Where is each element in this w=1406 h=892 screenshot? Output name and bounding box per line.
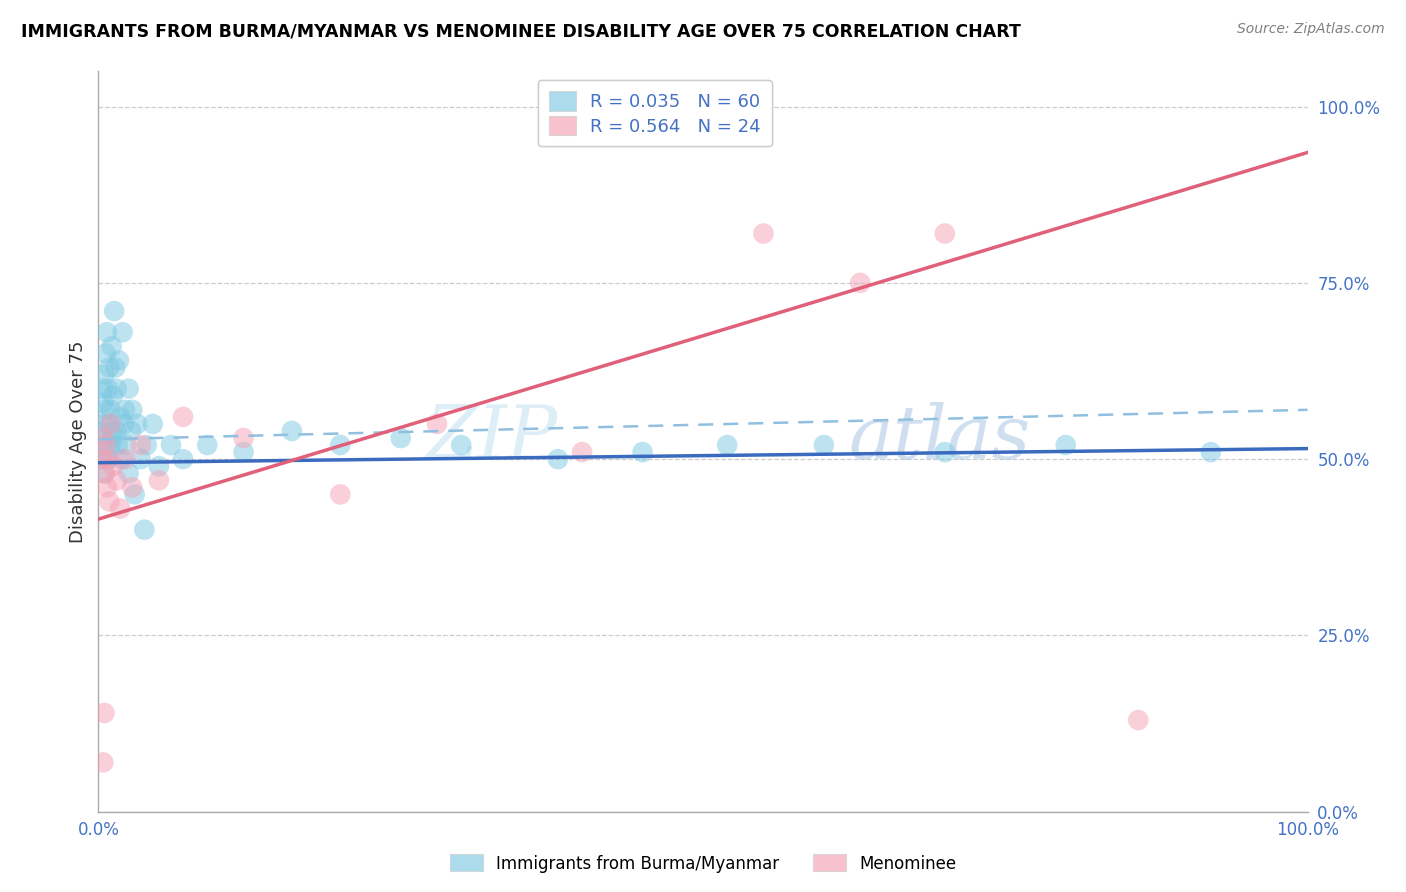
Point: [124, 487, 146, 501]
Point: [93, 467, 115, 481]
Point: [93, 368, 115, 382]
Point: [281, 424, 304, 438]
Legend: Immigrants from Burma/Myanmar, Menominee: Immigrants from Burma/Myanmar, Menominee: [443, 847, 963, 880]
Y-axis label: Disability Age Over 75: Disability Age Over 75: [69, 340, 87, 543]
Point: [1199, 445, 1222, 459]
Point: [142, 417, 165, 431]
Point: [100, 402, 122, 417]
Text: IMMIGRANTS FROM BURMA/MYANMAR VS MENOMINEE DISABILITY AGE OVER 75 CORRELATION CH: IMMIGRANTS FROM BURMA/MYANMAR VS MENOMIN…: [21, 22, 1021, 40]
Point: [101, 431, 124, 445]
Point: [127, 417, 149, 431]
Point: [98, 417, 121, 431]
Point: [148, 459, 170, 474]
Text: Source: ZipAtlas.com: Source: ZipAtlas.com: [1237, 22, 1385, 37]
Point: [752, 227, 775, 241]
Point: [98, 494, 121, 508]
Point: [97, 452, 120, 467]
Point: [135, 438, 157, 452]
Point: [97, 452, 120, 467]
Point: [114, 452, 136, 467]
Point: [129, 438, 152, 452]
Point: [329, 487, 352, 501]
Text: ZIP: ZIP: [426, 401, 558, 474]
Point: [101, 389, 124, 403]
Point: [96, 325, 118, 339]
Point: [148, 473, 170, 487]
Point: [118, 382, 141, 396]
Point: [172, 452, 194, 467]
Point: [93, 706, 115, 720]
Point: [100, 424, 122, 438]
Point: [118, 467, 141, 481]
Point: [91, 452, 114, 467]
Point: [93, 467, 115, 481]
Point: [849, 276, 872, 290]
Point: [631, 445, 654, 459]
Point: [105, 473, 128, 487]
Point: [98, 360, 121, 375]
Point: [195, 438, 218, 452]
Point: [232, 431, 254, 445]
Point: [389, 431, 412, 445]
Point: [108, 409, 131, 424]
Point: [91, 382, 114, 396]
Point: [96, 480, 118, 494]
Point: [934, 445, 956, 459]
Point: [100, 438, 122, 452]
Point: [114, 402, 136, 417]
Point: [450, 438, 472, 452]
Point: [91, 756, 114, 770]
Point: [108, 501, 131, 516]
Point: [108, 353, 131, 368]
Point: [93, 417, 115, 431]
Point: [97, 382, 120, 396]
Point: [160, 438, 183, 452]
Point: [547, 452, 569, 467]
Point: [105, 424, 128, 438]
Point: [129, 452, 152, 467]
Point: [571, 445, 593, 459]
Point: [232, 445, 254, 459]
Point: [121, 402, 143, 417]
Legend: R = 0.035   N = 60, R = 0.564   N = 24: R = 0.035 N = 60, R = 0.564 N = 24: [537, 80, 772, 146]
Point: [100, 339, 122, 353]
Point: [104, 360, 127, 375]
Point: [100, 417, 122, 431]
Point: [91, 431, 114, 445]
Point: [91, 452, 114, 467]
Point: [101, 459, 124, 474]
Point: [94, 402, 117, 417]
Point: [1054, 438, 1077, 452]
Point: [90, 438, 112, 452]
Point: [426, 417, 449, 431]
Point: [107, 438, 129, 452]
Point: [94, 346, 117, 360]
Point: [813, 438, 835, 452]
Point: [94, 438, 117, 452]
Point: [134, 523, 156, 537]
Point: [91, 396, 114, 410]
Point: [120, 424, 142, 438]
Point: [105, 382, 128, 396]
Point: [111, 325, 134, 339]
Text: atlas: atlas: [848, 401, 1031, 474]
Point: [110, 452, 132, 467]
Point: [91, 424, 114, 438]
Point: [934, 227, 956, 241]
Point: [716, 438, 738, 452]
Point: [1128, 713, 1150, 727]
Point: [96, 438, 118, 452]
Point: [112, 417, 135, 431]
Point: [103, 304, 125, 318]
Point: [115, 438, 138, 452]
Point: [329, 438, 352, 452]
Point: [172, 409, 194, 424]
Point: [121, 480, 143, 494]
